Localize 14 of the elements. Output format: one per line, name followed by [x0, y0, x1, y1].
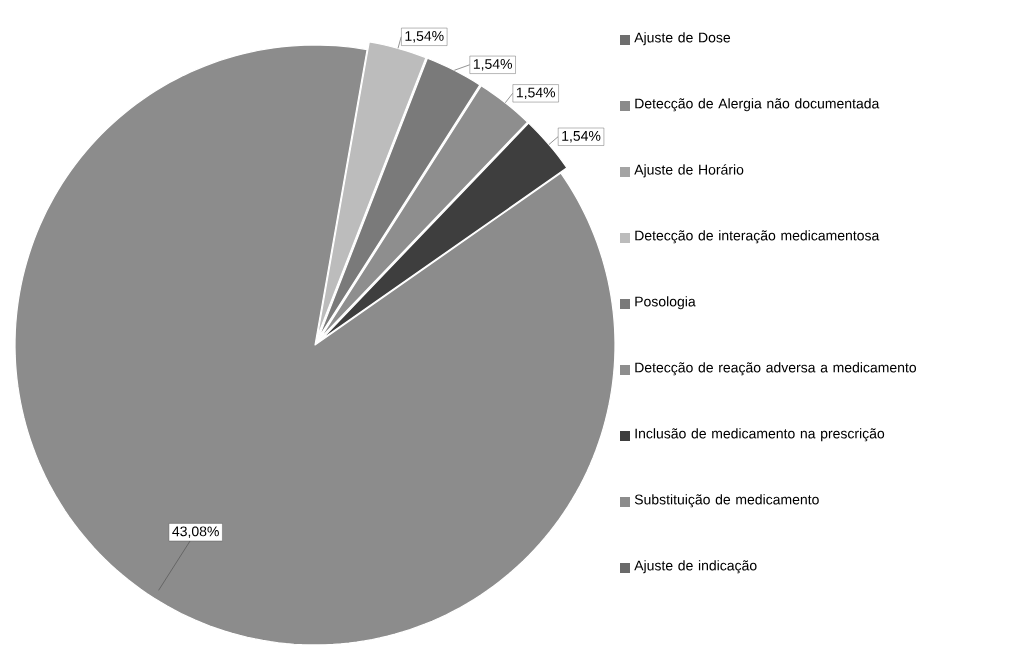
legend-label: Detecção de reação adversa a medicamento: [635, 362, 917, 376]
data-label: 1,54%: [516, 87, 556, 100]
data-label: 43,08%: [172, 526, 219, 538]
legend-label: Inclusão de medicamento na prescrição: [635, 428, 885, 442]
legend-label: Detecção de Alergia não documentada: [635, 98, 880, 112]
legend-label: Detecção de interação medicamentosa: [635, 230, 880, 244]
data-label: 1,54%: [473, 59, 513, 71]
legend-label: Ajuste de indicação: [634, 560, 757, 574]
legend-label: Ajuste de Horário: [634, 164, 744, 178]
data-label: 1,54%: [405, 31, 444, 43]
legend-label: Substituição de medicamento: [634, 494, 819, 508]
data-label: 1,54%: [562, 131, 601, 143]
legend-label: Posologia: [635, 296, 696, 310]
legend-label: Ajuste de Dose: [634, 32, 731, 46]
